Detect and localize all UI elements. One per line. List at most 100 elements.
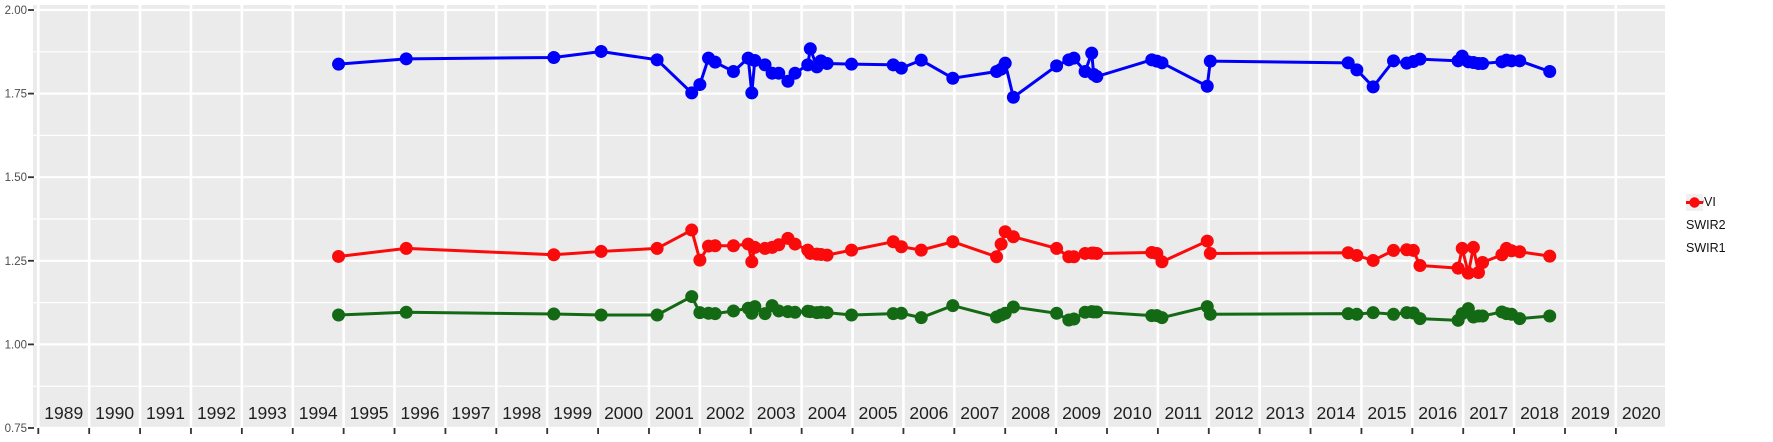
x-axis-year-label: 1991 [146, 403, 185, 423]
data-point-swir2 [726, 304, 740, 318]
x-axis-year-label: 1996 [401, 403, 440, 423]
y-axis-tick-label: 1.75 [5, 89, 27, 101]
x-axis-year-label: 2017 [1469, 403, 1508, 423]
legend-item-swir1: SWIR1 [1686, 194, 1726, 257]
data-point-ndvi [1476, 57, 1490, 71]
data-point-swir2 [748, 300, 762, 314]
x-axis-year-label: 2001 [655, 403, 694, 423]
data-point-swir2 [788, 305, 802, 319]
data-point-ndvi [1200, 79, 1214, 93]
data-point-swir1 [594, 244, 608, 258]
data-point-swir2 [894, 306, 908, 320]
panel-background [33, 5, 1665, 428]
data-point-ndvi [399, 52, 413, 66]
x-axis-year-label: 1999 [553, 403, 592, 423]
x-axis-year-label: 1992 [197, 403, 236, 423]
data-point-swir2 [1067, 312, 1081, 326]
data-point-swir1 [685, 223, 699, 237]
data-point-ndvi [998, 56, 1012, 70]
legend-item-swir2: SWIR2 [1686, 194, 1726, 234]
data-point-swir1 [990, 250, 1004, 264]
data-point-swir2 [1090, 305, 1104, 319]
data-point-swir2 [708, 307, 722, 321]
data-point-swir2 [1476, 309, 1490, 323]
x-axis-year-label: 1989 [44, 403, 83, 423]
data-point-ndvi [1366, 80, 1380, 94]
legend-label-swir2: SWIR2 [1686, 218, 1726, 232]
y-axis-tick-label: 2.00 [5, 5, 27, 17]
data-point-ndvi [1090, 70, 1104, 84]
data-point-ndvi [1387, 54, 1401, 68]
legend: NDVI SWIR2 SWIR1 [1686, 194, 1726, 257]
data-point-swir1 [1406, 243, 1420, 257]
x-axis-year-label: 1993 [248, 403, 287, 423]
data-point-ndvi [685, 86, 699, 100]
x-axis-year-label: 2019 [1571, 403, 1610, 423]
x-axis-year-label: 2007 [960, 403, 999, 423]
data-point-swir1 [1466, 240, 1480, 254]
data-point-ndvi [845, 57, 859, 71]
data-point-swir2 [820, 306, 834, 320]
data-point-swir2 [1203, 307, 1217, 321]
data-point-swir1 [1387, 243, 1401, 257]
data-point-ndvi [1067, 51, 1081, 65]
x-axis-year-label: 2002 [706, 403, 745, 423]
data-point-ndvi [772, 66, 786, 80]
data-point-swir1 [1451, 261, 1465, 275]
data-point-swir1 [914, 243, 928, 257]
data-point-ndvi [1085, 46, 1099, 60]
x-axis-year-label: 1994 [299, 403, 338, 423]
data-point-ndvi [332, 57, 346, 71]
data-point-swir1 [1090, 246, 1104, 260]
x-axis-year-label: 2016 [1418, 403, 1457, 423]
data-point-ndvi [1006, 90, 1020, 104]
data-point-swir1 [1513, 245, 1527, 259]
x-axis-year-label: 2010 [1113, 403, 1152, 423]
data-point-swir1 [845, 243, 859, 257]
data-point-ndvi [745, 86, 759, 100]
x-axis-year-label: 1997 [451, 403, 490, 423]
data-point-ndvi [1155, 56, 1169, 70]
data-point-swir2 [685, 290, 699, 304]
x-axis-year-label: 2008 [1011, 403, 1050, 423]
data-point-swir2 [1050, 306, 1064, 320]
data-point-swir2 [650, 308, 664, 322]
x-axis-year-label: 2011 [1165, 403, 1203, 423]
data-point-swir1 [1200, 234, 1214, 248]
data-point-swir2 [1350, 307, 1364, 321]
data-point-swir1 [1455, 241, 1469, 255]
data-point-ndvi [1543, 65, 1557, 79]
data-point-swir1 [820, 248, 834, 262]
data-point-ndvi [894, 61, 908, 75]
data-point-swir2 [1543, 309, 1557, 323]
y-axis-tick-label: 1.00 [5, 339, 27, 351]
x-axis-year-label: 2003 [757, 403, 796, 423]
data-point-ndvi [726, 65, 740, 79]
data-point-swir1 [547, 248, 561, 262]
data-point-swir1 [693, 253, 707, 267]
data-point-swir1 [332, 249, 346, 263]
data-point-swir1 [726, 239, 740, 253]
data-point-swir1 [1471, 266, 1485, 280]
data-point-swir1 [1461, 266, 1475, 280]
data-point-swir1 [1476, 255, 1490, 269]
data-point-swir1 [748, 240, 762, 254]
data-point-ndvi [914, 53, 928, 67]
data-point-swir1 [894, 240, 908, 254]
data-point-swir2 [1513, 312, 1527, 326]
data-point-swir1 [399, 241, 413, 255]
data-point-ndvi [708, 55, 722, 69]
data-point-ndvi [1350, 63, 1364, 77]
legend-label-swir1: SWIR1 [1686, 241, 1726, 255]
data-point-swir1 [1155, 255, 1169, 269]
x-axis-year-label: 2014 [1317, 403, 1356, 423]
y-axis-tick-label: 1.25 [5, 256, 27, 268]
data-point-swir2 [946, 299, 960, 313]
data-point-ndvi [748, 53, 762, 67]
data-point-swir1 [650, 241, 664, 255]
data-point-swir2 [845, 308, 859, 322]
data-point-ndvi [946, 71, 960, 85]
data-point-ndvi [788, 66, 802, 80]
data-point-ndvi [547, 50, 561, 64]
